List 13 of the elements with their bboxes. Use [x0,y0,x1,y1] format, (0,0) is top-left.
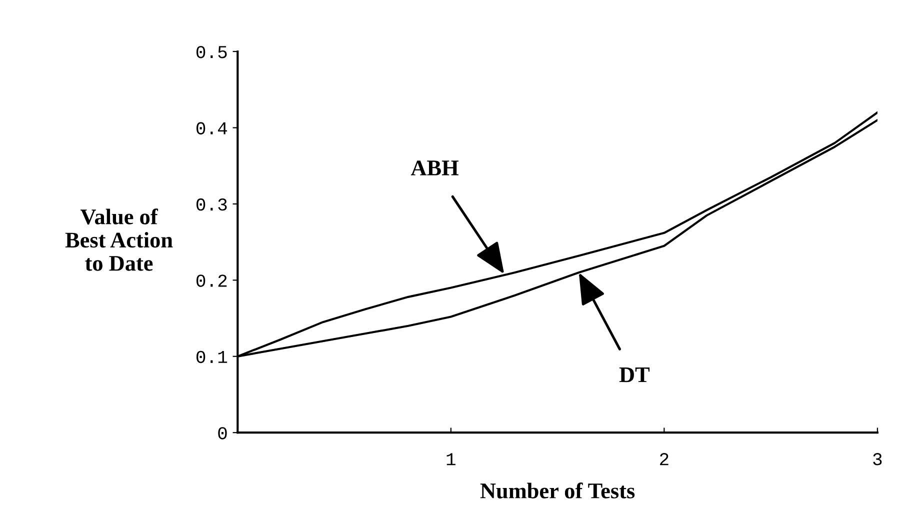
y-axis-title: Value of Best Action to Date [65,208,173,271]
y-tick-label: 0.3 [196,198,227,211]
x-axis-title: Number of Tests [480,482,635,498]
y-tick-label: 0.1 [196,350,228,364]
y-tick-label: 0.2 [196,274,227,287]
y-tick-label: 0 [218,427,227,440]
annotation: ABH [410,160,458,176]
y-tick-label: 0.4 [196,122,227,134]
y-tick-label: 0.5 [196,46,227,58]
x-tick-label: 1 [446,453,456,466]
annotation: DT [619,367,650,382]
x-tick-label: 2 [660,453,668,466]
x-tick-label: 3 [873,453,882,466]
